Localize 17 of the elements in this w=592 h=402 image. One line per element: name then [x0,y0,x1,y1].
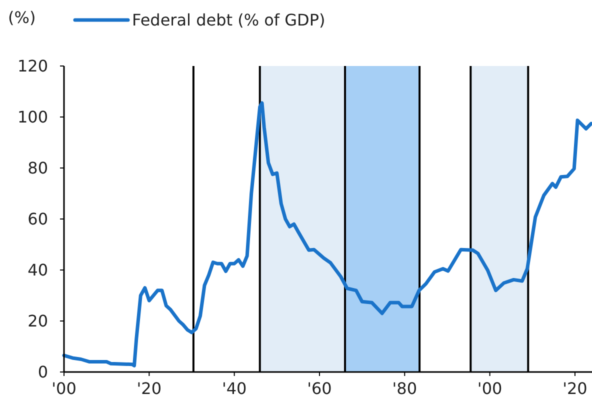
y-tick-label: 0 [38,362,48,382]
legend-label: Federal debt (% of GDP) [132,10,326,30]
y-tick-label: 80 [28,158,48,178]
y-axis-title: (%) [8,8,36,27]
x-tick-label: '40 [222,379,247,398]
y-tick-label: 60 [28,210,48,229]
y-tick-label: 40 [28,260,48,280]
x-tick-label: '60 [307,379,332,398]
x-tick-label: '20 [562,379,588,398]
y-tick-label: 20 [28,312,48,331]
x-tick-label: '80 [392,379,418,398]
x-tick-label: '00 [52,379,76,398]
line-series [62,101,592,368]
x-tick-label: '00 [477,379,502,398]
y-tick-label: 120 [17,56,48,76]
x-tick-label: '20 [136,379,162,398]
y-tick-label: 100 [17,108,48,127]
